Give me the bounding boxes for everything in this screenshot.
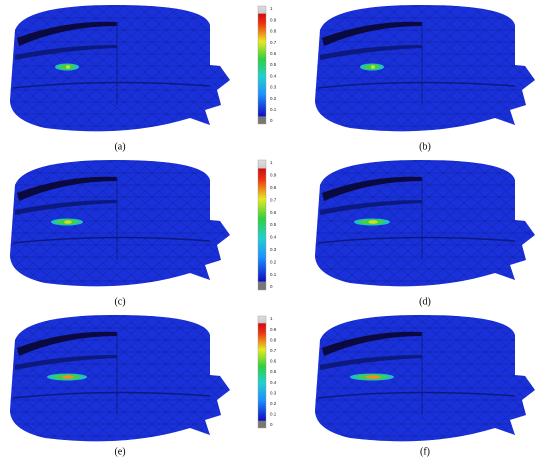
colorbar-tick-label: 1 — [270, 6, 273, 11]
colorbar-tick-label: 0.3 — [270, 390, 277, 395]
colorbar-tick-label: 1 — [270, 160, 273, 165]
mesh-body — [9, 314, 231, 443]
colorbar-tick-label: 0.4 — [270, 235, 277, 240]
colorbar-tick-label: 0 — [270, 284, 273, 289]
mesh-render — [9, 314, 231, 443]
panel-label: (b) — [419, 141, 431, 152]
colorbar-tick-label: 0.3 — [270, 247, 277, 252]
colorbar — [257, 315, 267, 429]
colorbar-tick-label: 0.4 — [270, 73, 277, 78]
colorbar — [257, 159, 267, 291]
mesh-body — [9, 159, 231, 288]
colorbar-tick-label: 0.9 — [270, 327, 277, 332]
colorbar-tick-label: 0.9 — [270, 173, 277, 178]
colorbar-tick-label: 0.2 — [270, 259, 277, 264]
colorbar-tick-label: 0.4 — [270, 380, 277, 385]
colorbar-tick-label: 0 — [270, 422, 273, 427]
colorbar-tick-label: 0.2 — [270, 96, 277, 101]
hotspot — [62, 375, 74, 379]
colorbar-tick-label: 0.5 — [270, 222, 277, 227]
hotspot — [365, 375, 381, 379]
mesh-body — [314, 159, 536, 288]
mesh-body — [314, 314, 536, 443]
hotspot — [368, 220, 378, 224]
hotspot — [370, 65, 376, 69]
colorbar-tick-label: 0.8 — [270, 337, 277, 342]
colorbar-tick-label: 0.6 — [270, 51, 277, 56]
panel-label: (d) — [419, 296, 431, 307]
colorbar-tick-label: 0.3 — [270, 85, 277, 90]
colorbar-tick-label: 0.2 — [270, 401, 277, 406]
mesh-render — [314, 4, 536, 133]
colorbar — [257, 5, 267, 125]
colorbar-tick-label: 0.8 — [270, 185, 277, 190]
colorbar-tick-label: 0.1 — [270, 412, 277, 417]
colorbar-tick-label: 0.7 — [270, 40, 277, 45]
colorbar-tick-label: 0.5 — [270, 369, 277, 374]
hotspot — [65, 65, 71, 69]
colorbar-tick-label: 0.6 — [270, 359, 277, 364]
colorbar-tick-label: 0.9 — [270, 17, 277, 22]
panel-label: (f) — [420, 446, 430, 457]
colorbar-tick-label: 0.7 — [270, 348, 277, 353]
mesh-render — [9, 4, 231, 133]
colorbar-tick-label: 0.7 — [270, 197, 277, 202]
mesh-render — [314, 159, 536, 288]
colorbar-tick-label: 0.1 — [270, 272, 277, 277]
panel-label: (c) — [114, 296, 125, 307]
colorbar-tick-label: 0.5 — [270, 62, 277, 67]
mesh-render — [9, 159, 231, 288]
hotspot — [64, 220, 72, 224]
mesh-body — [9, 4, 231, 133]
panel-label: (e) — [114, 446, 125, 457]
colorbar-tick-label: 0.6 — [270, 210, 277, 215]
mesh-render — [314, 314, 536, 443]
colorbar-tick-label: 0.1 — [270, 107, 277, 112]
colorbar-tick-label: 0 — [270, 118, 273, 123]
panel-label: (a) — [114, 141, 125, 152]
mesh-body — [314, 4, 536, 133]
colorbar-tick-label: 0.8 — [270, 29, 277, 34]
colorbar-tick-label: 1 — [270, 316, 273, 321]
